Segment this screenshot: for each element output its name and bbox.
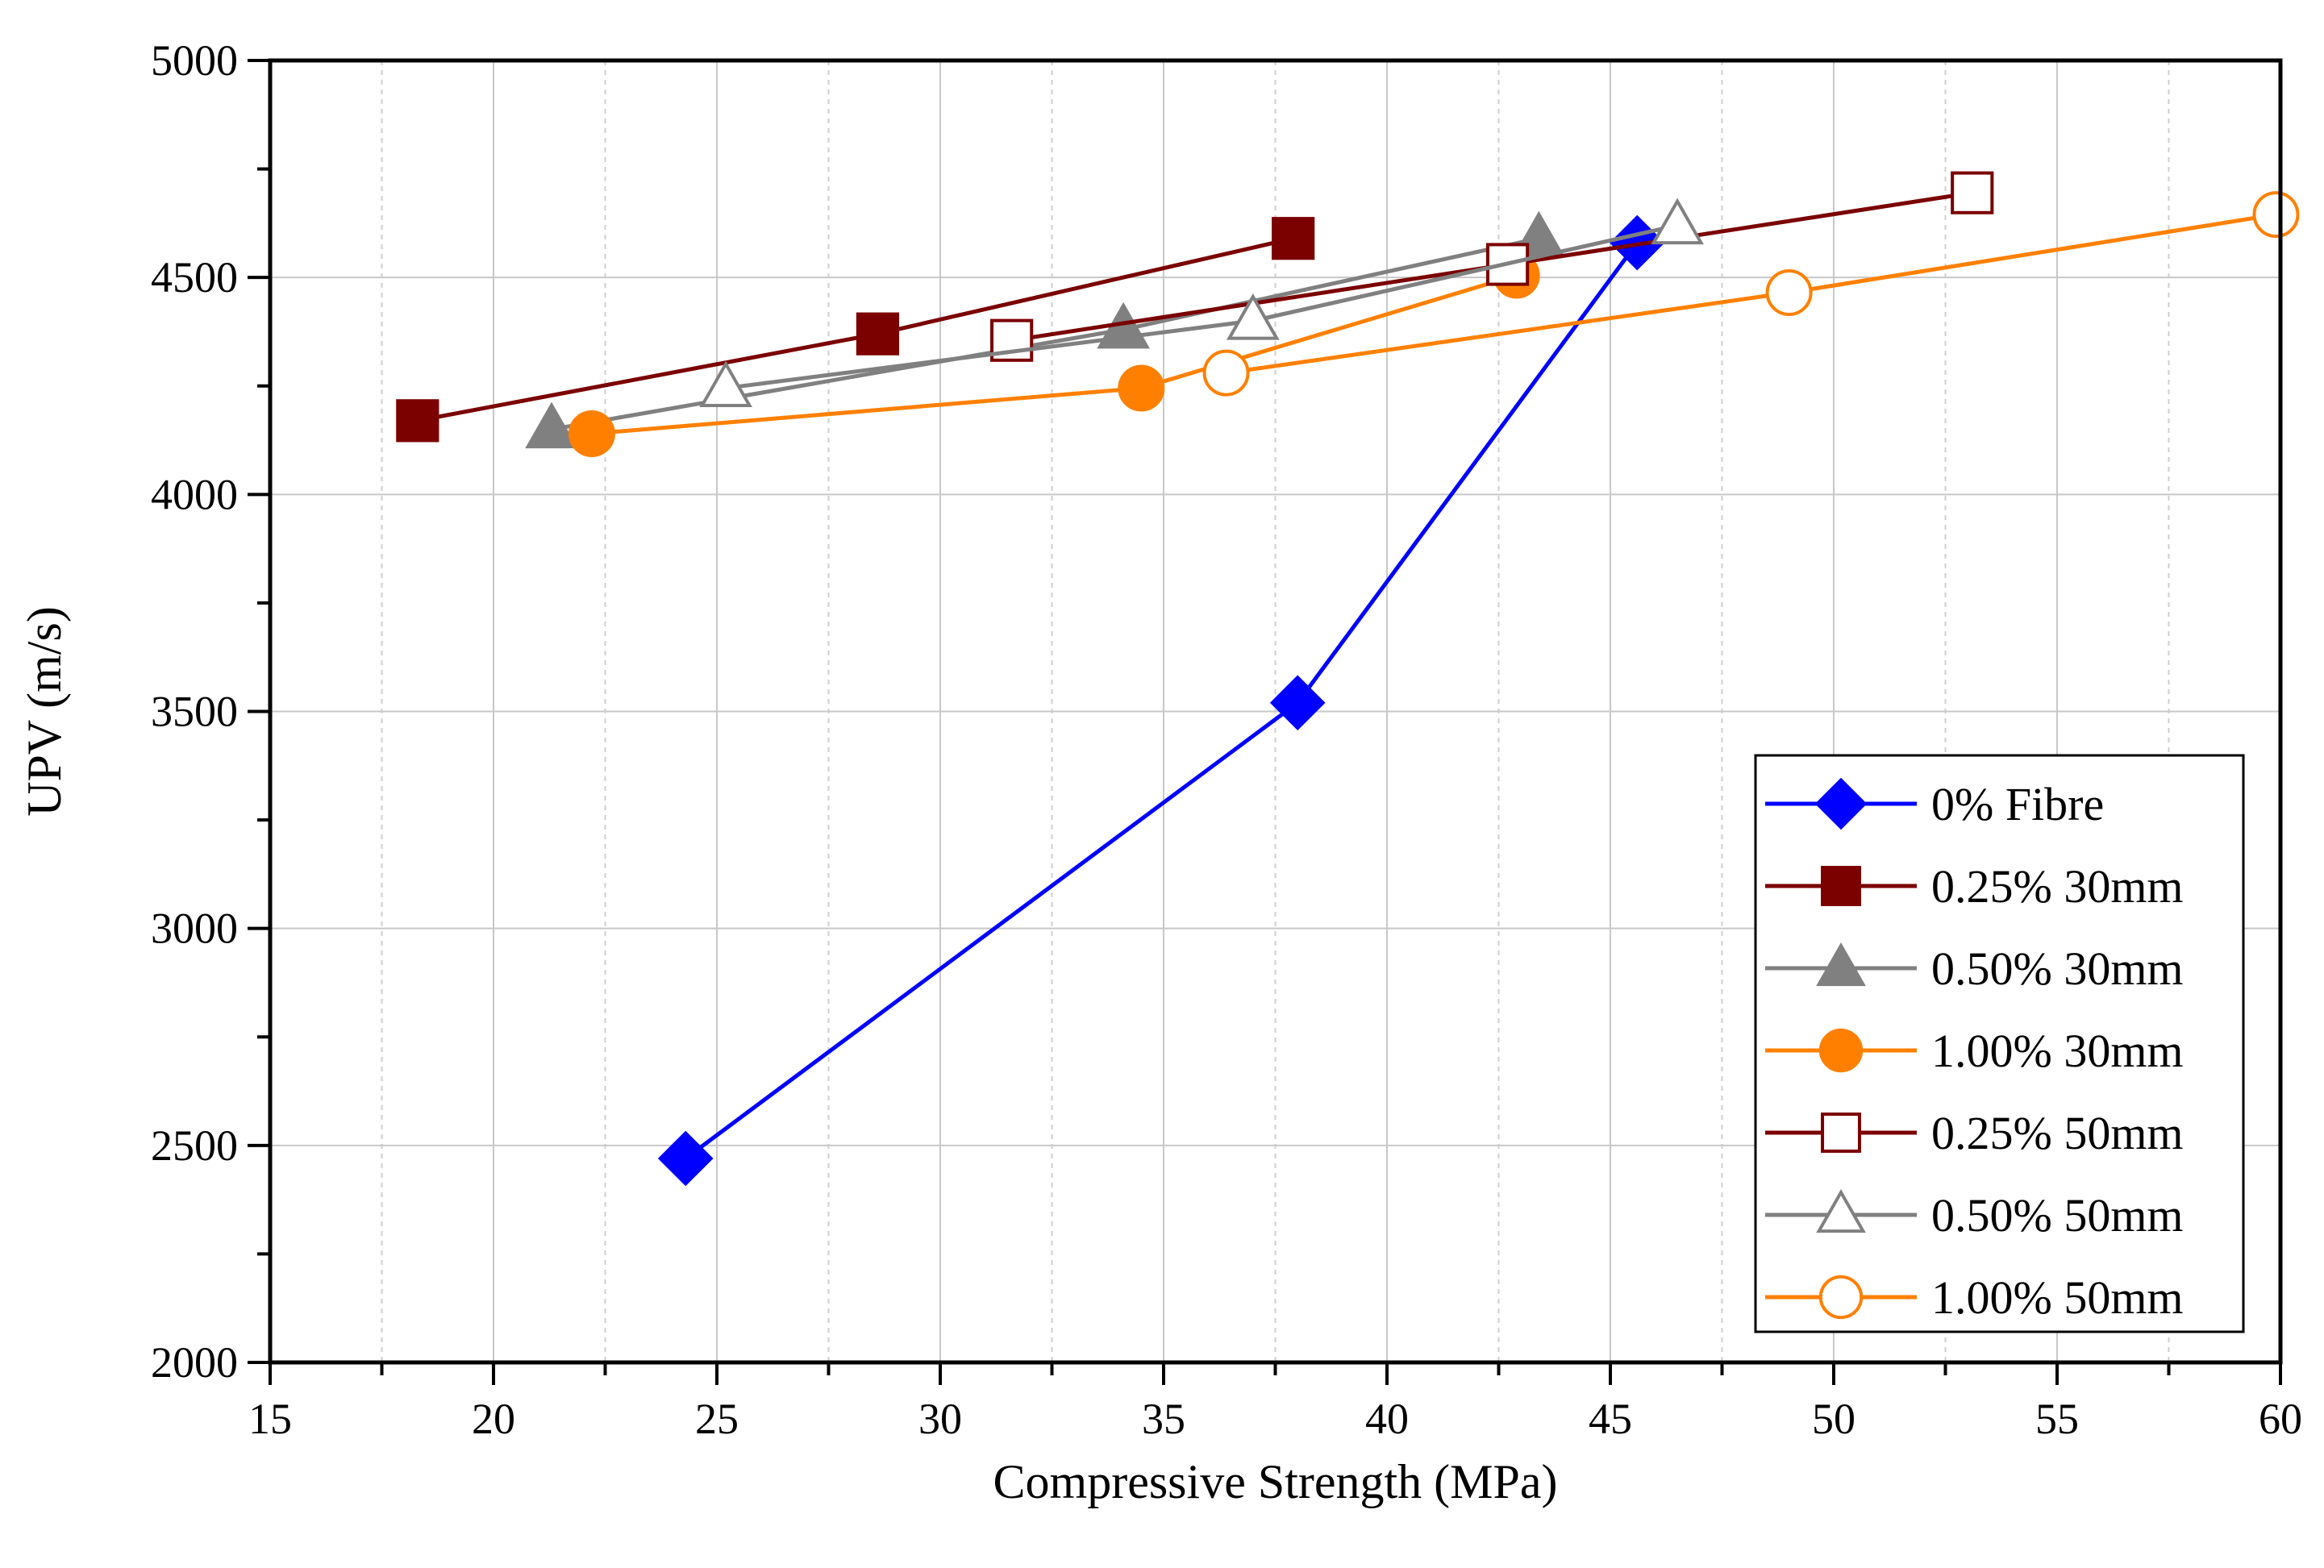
series-6 [699,198,1704,408]
legend: 0% Fibre 0.25% 30mm 0.50% 30mm 1.00% 30mm 0.… [1754,754,2245,1333]
data-point [1202,349,1250,397]
series-layer [396,171,2300,1187]
series-4 [568,252,1540,457]
legend-label: 1.00% 30mm [1931,1025,2184,1077]
y-tick-label: 2000 [151,1338,238,1387]
x-tick-label: 20 [472,1395,515,1443]
legend-marker [1821,1113,1861,1153]
legend-label: 1.00% 50mm [1931,1271,2184,1324]
data-point [856,312,900,356]
x-tick-label: 25 [695,1395,739,1443]
legend-marker [1816,1188,1866,1233]
data-point [657,1130,714,1187]
legend-label: 0.25% 50mm [1931,1107,2184,1159]
x-axis-title: Compressive Strength (MPa) [993,1455,1558,1508]
y-tick-label: 5000 [151,36,238,85]
y-tick-label: 4500 [151,253,238,302]
data-point [396,399,439,443]
x-tick-label: 55 [2035,1395,2079,1443]
legend-item: 0.50% 30mm [1765,942,2184,995]
legend-item: 0.25% 30mm [1765,860,2184,913]
legend-label: 0.50% 30mm [1931,942,2184,995]
data-point [1118,364,1165,412]
y-tick-label: 4000 [151,470,238,518]
tick-labels: 15 20 25 30 35 40 45 50 55 60 2000 2500 3000 3500 4000… [151,36,2302,1443]
legend-item: 0% Fibre [1765,777,2104,830]
y-tick-label: 3500 [151,688,238,736]
x-tick-label: 60 [2259,1395,2302,1443]
x-tick-label: 40 [1365,1395,1409,1443]
data-point [568,410,615,457]
data-point [1951,171,1994,214]
series-7 [1202,191,2300,397]
series-2 [396,217,1315,443]
x-tick-label: 50 [1812,1395,1855,1443]
legend-marker [1814,777,1868,830]
legend-label: 0% Fibre [1931,778,2104,830]
legend-item: 0.25% 50mm [1765,1107,2184,1159]
legend-label: 0.25% 30mm [1931,860,2184,913]
data-point [699,360,752,408]
data-point [1485,243,1530,286]
y-axis-title: UPV (m/s) [18,606,71,817]
data-point [1651,198,1704,245]
data-point [1272,217,1315,260]
y-tick-label: 2500 [151,1121,238,1170]
x-tick-label: 35 [1142,1395,1185,1443]
legend-marker [1821,866,1861,906]
data-point [2252,191,2300,239]
y-tick-label: 3000 [151,905,238,953]
legend-marker [1818,1275,1864,1320]
x-tick-label: 45 [1589,1395,1632,1443]
data-point [1269,675,1326,731]
series-1 [657,214,1665,1187]
legend-item: 1.00% 30mm [1765,1025,2184,1077]
data-point [525,401,578,449]
axis-ticks [248,59,2282,1385]
legend-label: 0.50% 50mm [1931,1189,2184,1242]
data-point [1226,293,1280,340]
legend-item: 1.00% 50mm [1765,1271,2184,1324]
legend-item: 0.50% 50mm [1765,1188,2184,1242]
x-tick-label: 30 [918,1395,962,1443]
x-tick-label: 15 [248,1395,292,1443]
legend-marker [1816,942,1866,987]
data-point [1765,269,1813,317]
legend-marker [1818,1028,1864,1073]
